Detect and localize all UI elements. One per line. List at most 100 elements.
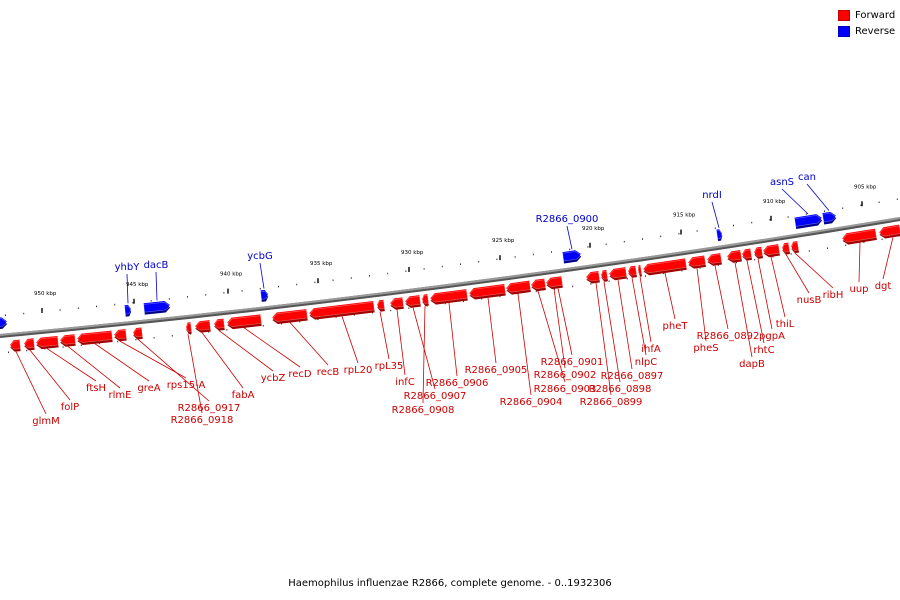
- reverse-gene-label: dacB: [144, 260, 169, 271]
- forward-gene-label: rps15-A: [167, 380, 206, 391]
- forward-gene-label: R2866_0904: [500, 397, 563, 408]
- forward-gene-label: folP: [61, 402, 79, 413]
- gene-highlight: [113, 329, 127, 340]
- gene-highlight: [429, 289, 468, 303]
- minor-dot: [168, 298, 170, 300]
- leader-line: [631, 277, 647, 356]
- minor-dot: [605, 243, 607, 246]
- minor-dot: [223, 292, 225, 294]
- forward-gene: [762, 244, 780, 258]
- minor-dot: [281, 322, 282, 325]
- gene-highlight: [76, 331, 113, 343]
- gene-body: [531, 278, 546, 289]
- gene-highlight: [194, 320, 211, 331]
- gene-highlight: [762, 244, 780, 256]
- leader-line: [46, 348, 97, 382]
- leader-line: [517, 293, 532, 396]
- gene-highlight: [642, 259, 687, 274]
- minor-dot: [535, 290, 537, 293]
- gene-highlight: [143, 301, 171, 313]
- gene-highlight: [822, 212, 837, 223]
- minor-dot: [532, 253, 534, 256]
- leader-line: [155, 271, 158, 301]
- gene-body: [309, 300, 375, 318]
- leader-line: [714, 265, 729, 330]
- minor-dot: [714, 227, 716, 229]
- gene-highlight: [790, 241, 800, 252]
- forward-gene: [600, 269, 609, 282]
- leader-line: [15, 351, 47, 415]
- gene-body: [260, 289, 268, 300]
- minor-dot: [314, 281, 316, 284]
- gene-highlight: [35, 336, 59, 347]
- forward-gene: [642, 258, 687, 276]
- forward-gene: [376, 299, 385, 312]
- minor-dot: [678, 232, 680, 235]
- minor-dot: [754, 258, 756, 261]
- leader-line: [746, 260, 765, 344]
- tick-label: 950 kbp: [34, 291, 57, 297]
- minor-dot: [59, 309, 61, 311]
- tick-label: 930 kbp: [401, 250, 424, 256]
- minor-dot: [114, 303, 116, 306]
- gene-body: [143, 301, 170, 313]
- gene-body: [782, 242, 790, 253]
- forward-gene-label: ihfA: [641, 344, 661, 355]
- gene-highlight: [562, 251, 582, 262]
- reverse-gene-label: asnS: [770, 177, 794, 188]
- reverse-gene: [124, 304, 132, 317]
- forward-gene: [585, 271, 600, 284]
- forward-gene: [841, 228, 877, 245]
- leader-line: [396, 309, 406, 376]
- minor-dot: [332, 279, 334, 281]
- minor-dot: [878, 201, 880, 204]
- forward-gene: [185, 322, 192, 334]
- minor-dot: [663, 272, 665, 275]
- gene-body: [707, 253, 722, 264]
- minor-dot: [481, 298, 483, 300]
- gene-body: [390, 297, 404, 308]
- minor-dot: [696, 230, 698, 232]
- gene-highlight: [726, 250, 742, 261]
- forward-gene: [404, 295, 421, 308]
- minor-dot: [733, 224, 734, 227]
- tick-label: 920 kbp: [582, 226, 605, 232]
- leader-line: [243, 327, 301, 368]
- gene-body: [36, 335, 59, 347]
- minor-dot: [896, 198, 898, 201]
- minor-dot: [5, 314, 6, 317]
- leader-line: [553, 288, 566, 369]
- gene-highlight: [716, 230, 723, 239]
- forward-gene: [608, 267, 627, 281]
- leader-line: [781, 188, 809, 215]
- leader-line: [557, 288, 573, 356]
- reverse-gene: [794, 214, 823, 229]
- minor-dot: [790, 253, 792, 255]
- minor-dot: [153, 337, 155, 339]
- forward-gene: [790, 241, 800, 254]
- gene-body: [24, 338, 35, 348]
- minor-dot: [317, 318, 319, 321]
- minor-dot: [353, 314, 355, 316]
- gene-highlight: [59, 335, 76, 345]
- tick-label: 915 kbp: [673, 213, 696, 219]
- minor-dot: [77, 307, 79, 309]
- gene-body: [506, 280, 531, 293]
- forward-gene-label: ycbZ: [261, 373, 286, 384]
- minor-dot: [441, 265, 443, 268]
- genome-backbone: [0, 217, 900, 338]
- legend: Forward Reverse: [838, 9, 900, 41]
- legend-label-forward: Forward: [855, 10, 896, 21]
- reverse-gene-label: can: [798, 172, 816, 183]
- forward-gene-label: ftsH: [86, 383, 106, 394]
- gene-highlight: [505, 281, 531, 293]
- leader-line: [126, 273, 129, 304]
- gene-body: [60, 334, 76, 345]
- minor-dot: [426, 305, 428, 307]
- gene-body: [377, 299, 385, 310]
- leader-line: [882, 237, 894, 280]
- minor-dot: [787, 216, 789, 218]
- reverse-gene: [0, 317, 8, 330]
- minor-dot: [496, 258, 498, 261]
